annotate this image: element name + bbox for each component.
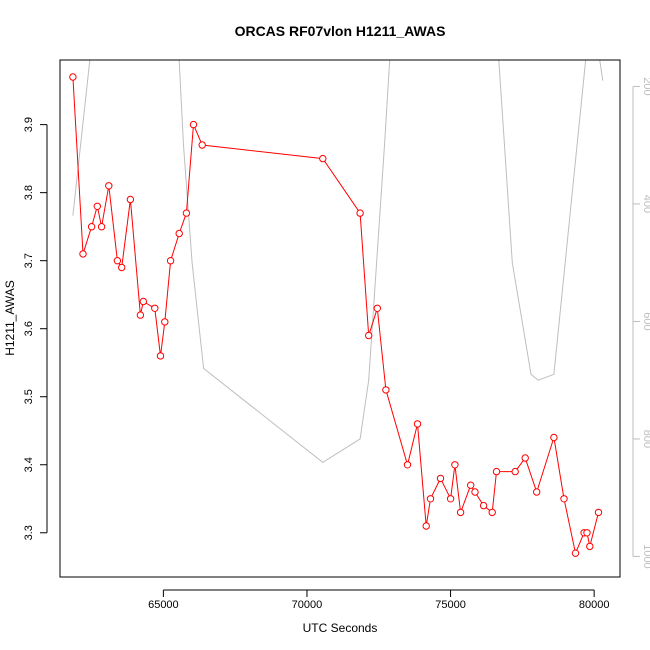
x-tick-label: 80000	[579, 599, 610, 611]
red-data-point	[175, 229, 183, 238]
y-tick-label: 3.8	[23, 185, 35, 200]
red-data-point	[105, 182, 113, 190]
red-data-point	[403, 461, 412, 469]
red-data-point	[456, 508, 465, 517]
y-tick-label: 3.6	[23, 321, 35, 336]
chart-title: ORCAS RF07vlon H1211_AWAS	[235, 23, 446, 39]
red-data-point	[422, 522, 430, 530]
red-data-point	[126, 195, 135, 204]
red-data-point	[382, 386, 390, 394]
red-data-point	[560, 495, 568, 503]
red-data-point	[166, 257, 175, 265]
red-data-point	[511, 467, 519, 476]
y2-tick-label: 1000	[641, 544, 650, 568]
y-tick-label: 3.3	[23, 525, 35, 540]
y2-tick-label: 400	[641, 195, 650, 213]
red-data-point	[87, 223, 96, 231]
red-data-point	[118, 263, 126, 272]
secondary-series-layer	[72, 60, 604, 464]
red-data-point	[533, 488, 541, 496]
red-data-point	[492, 467, 501, 476]
gray-series-line	[72, 60, 604, 464]
red-data-point	[471, 488, 479, 496]
red-data-point	[446, 495, 455, 503]
y-axis-label: H1211_AWAS	[3, 280, 17, 356]
red-data-point	[182, 209, 191, 217]
red-data-point	[594, 508, 603, 517]
red-data-point	[586, 542, 594, 551]
red-data-point	[151, 304, 159, 312]
y-tick-label: 3.4	[23, 457, 35, 472]
x-tick-label: 65000	[148, 599, 179, 611]
red-data-point	[156, 352, 165, 360]
red-data-point	[139, 297, 148, 306]
red-data-point	[93, 202, 102, 211]
red-data-point	[413, 420, 422, 428]
red-data-point	[113, 257, 122, 265]
red-data-point	[451, 461, 459, 469]
red-data-point	[161, 318, 169, 326]
primary-series-layer	[69, 73, 603, 557]
y2-tick-label: 800	[641, 430, 650, 448]
y2-tick-label: 600	[641, 312, 650, 330]
red-data-point	[356, 209, 364, 217]
red-data-point	[521, 454, 529, 462]
red-data-point	[79, 250, 87, 258]
red-data-point	[479, 501, 488, 510]
red-data-point	[373, 304, 381, 312]
red-data-point	[583, 529, 591, 537]
red-data-point	[488, 508, 496, 517]
x-tick-label: 70000	[292, 599, 323, 611]
red-data-point	[467, 481, 475, 489]
red-data-point	[69, 73, 77, 81]
axes-layer: 65000 70000 75000 80000 3.3 3.4 3.5 3.6 3.7 3.8 3.…	[23, 77, 650, 611]
y-tick-label: 3.7	[23, 253, 35, 268]
x-axis-label: UTC Seconds	[303, 621, 378, 635]
red-data-point	[97, 223, 106, 231]
red-data-point	[550, 433, 558, 442]
y-tick-label: 3.5	[23, 389, 35, 404]
y-tick-label: 3.9	[23, 117, 35, 132]
red-data-point	[198, 141, 206, 149]
red-data-point	[365, 331, 373, 340]
red-data-point	[189, 120, 198, 129]
red-data-point	[319, 154, 327, 163]
red-data-point	[136, 311, 145, 319]
plot-frame	[59, 59, 621, 578]
red-data-point	[436, 474, 445, 483]
red-data-point	[571, 549, 580, 557]
y2-tick-label: 200	[641, 77, 650, 95]
red-data-point	[426, 495, 435, 503]
x-tick-label: 75000	[435, 599, 466, 611]
